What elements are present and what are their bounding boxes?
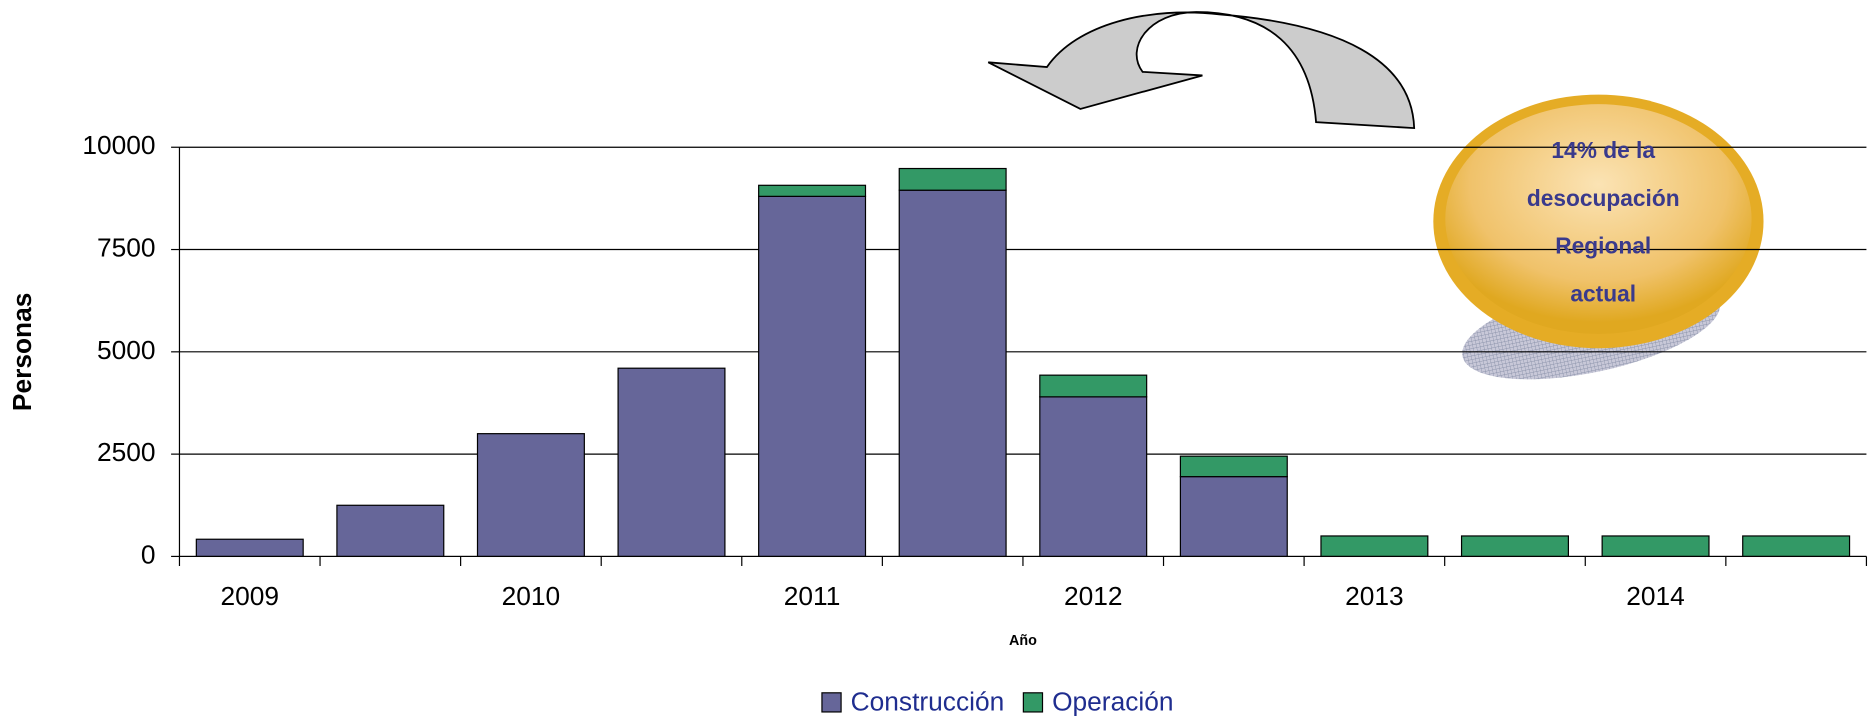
bar-segment	[1320, 535, 1429, 558]
annotation: desocupación	[1527, 185, 1680, 211]
annotation: actual	[1570, 281, 1636, 307]
bar-segment	[1179, 455, 1288, 478]
x-tick-label: 2013	[1345, 581, 1404, 611]
annotation: Regional	[1555, 233, 1651, 259]
bar-segment	[1179, 476, 1288, 558]
legend-swatch	[1022, 692, 1044, 713]
x-tick-label: 2011	[784, 581, 841, 611]
legend-label: Operación	[1052, 687, 1173, 717]
bar-segment	[758, 195, 867, 558]
bar-segment	[1601, 535, 1710, 558]
bar-segment	[1460, 535, 1569, 558]
x-tick-label: 2009	[220, 581, 279, 611]
x-tick-label: 2014	[1626, 581, 1685, 611]
annotation: 14% de la	[1551, 137, 1655, 163]
bar-segment	[336, 504, 445, 558]
bar-segment	[758, 184, 867, 197]
x-tick-label: 2010	[502, 581, 561, 611]
legend-label: Construcción	[851, 687, 1005, 717]
y-tick-label: 7500	[97, 232, 156, 262]
arrow	[987, 11, 1416, 130]
legend-swatch	[821, 692, 842, 713]
y-tick-label: 2500	[97, 437, 156, 467]
bar-segment	[898, 167, 1007, 191]
bar-segment	[1742, 535, 1851, 558]
y-tick-label: 5000	[97, 335, 156, 365]
bar-segment	[1039, 374, 1148, 398]
x-tick-label: 2012	[1064, 581, 1123, 611]
x-axis-label: Año	[1009, 633, 1037, 649]
bar-segment	[898, 189, 1007, 558]
bar-segment	[617, 367, 726, 558]
bar-segment	[195, 538, 304, 558]
bar-segment	[1039, 396, 1148, 558]
bar-segment	[476, 433, 585, 558]
y-tick-label: 0	[141, 539, 156, 569]
y-tick-label: 10000	[82, 130, 155, 160]
badge	[1445, 104, 1752, 334]
y-axis-label: Personas	[7, 293, 37, 411]
